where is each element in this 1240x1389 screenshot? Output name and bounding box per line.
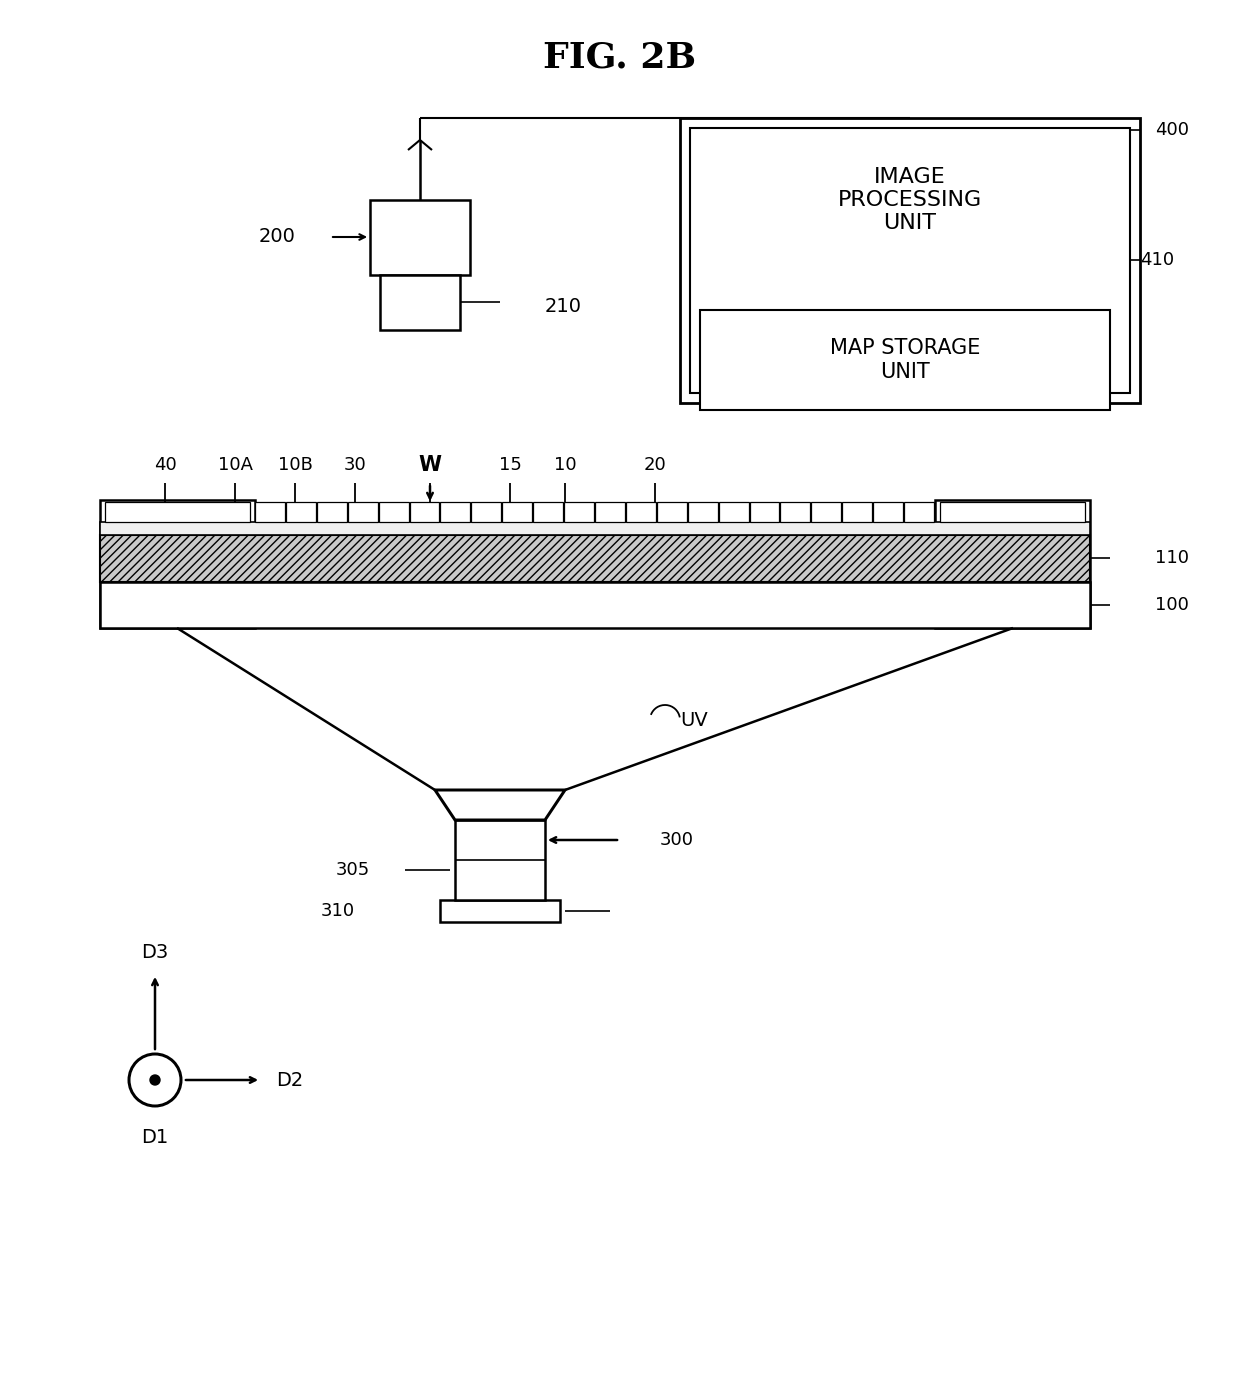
Bar [378,501,408,522]
Bar [370,200,470,275]
Bar [940,501,1085,522]
Text: 40: 40 [154,456,176,474]
Bar [842,501,872,522]
Bar [100,582,1090,628]
Text: 410: 410 [1140,251,1174,269]
Bar [471,501,501,522]
Bar [255,501,285,522]
Bar [347,501,378,522]
Bar [440,501,470,522]
Text: 15: 15 [498,456,522,474]
Bar [749,501,780,522]
Bar [105,501,250,522]
Bar [100,500,255,628]
Bar [316,501,347,522]
Bar [533,501,563,522]
Bar [595,501,625,522]
Text: IMAGE
PROCESSING
UNIT: IMAGE PROCESSING UNIT [838,167,982,233]
Text: 10: 10 [554,456,577,474]
Bar [455,820,546,900]
Text: W: W [419,456,441,475]
Text: D1: D1 [141,1128,169,1147]
Text: 10B: 10B [278,456,312,474]
Bar [780,501,811,522]
Bar [502,501,532,522]
Bar [689,128,1130,393]
Bar [701,310,1110,410]
Bar [100,535,1090,582]
Bar [904,501,934,522]
Text: 10A: 10A [217,456,253,474]
Bar [100,522,1090,535]
Text: 200: 200 [258,228,295,246]
Text: 110: 110 [1154,549,1189,567]
Text: 310: 310 [321,901,355,920]
Bar [440,900,560,922]
Text: FIG. 2B: FIG. 2B [543,42,697,75]
Text: 210: 210 [546,297,582,317]
Text: 400: 400 [1154,121,1189,139]
Text: D2: D2 [277,1071,304,1089]
Bar [935,500,1090,628]
Circle shape [150,1075,160,1085]
Bar [811,501,841,522]
Text: UV: UV [680,711,708,729]
Bar [719,501,749,522]
Bar [286,501,316,522]
Bar [688,501,718,522]
Polygon shape [435,790,565,820]
Bar [564,501,594,522]
Text: 100: 100 [1154,596,1189,614]
Text: 305: 305 [336,861,370,879]
Bar [680,118,1140,403]
Bar [626,501,656,522]
Bar [409,501,439,522]
Text: 20: 20 [644,456,666,474]
Text: MAP STORAGE
UNIT: MAP STORAGE UNIT [830,339,980,382]
Bar [873,501,903,522]
Text: 30: 30 [343,456,366,474]
Bar [657,501,687,522]
Bar [379,275,460,331]
Text: D3: D3 [141,943,169,963]
Text: 300: 300 [660,831,694,849]
